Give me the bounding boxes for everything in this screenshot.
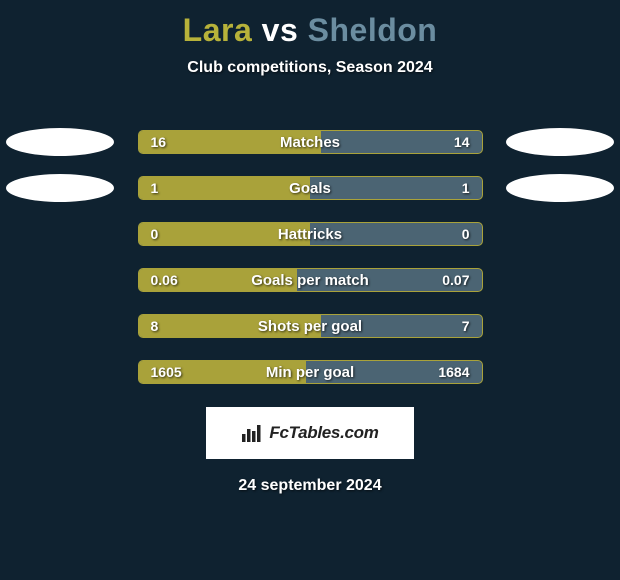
stat-row: 16Matches14 xyxy=(0,119,620,165)
stat-bar: 16Matches14 xyxy=(138,130,483,154)
stat-value-right: 1 xyxy=(462,177,470,199)
stat-bar: 1Goals1 xyxy=(138,176,483,200)
page-title: Lara vs Sheldon xyxy=(0,12,620,49)
stat-row: 1605Min per goal1684 xyxy=(0,349,620,395)
stat-bar-fill xyxy=(139,223,311,245)
stat-bar: 0.06Goals per match0.07 xyxy=(138,268,483,292)
date: 24 september 2024 xyxy=(0,477,620,495)
subtitle: Club competitions, Season 2024 xyxy=(0,59,620,77)
stat-rows: 16Matches14 1Goals1 0Hattricks0 0.06Goals p… xyxy=(0,119,620,395)
stat-bar: 1605Min per goal1684 xyxy=(138,360,483,384)
stat-value-right: 0.07 xyxy=(442,269,469,291)
player-marker-right xyxy=(506,128,614,156)
logo-text: FcTables.com xyxy=(269,423,378,443)
stat-row: 0Hattricks0 xyxy=(0,211,620,257)
stat-bar-fill xyxy=(139,315,322,337)
stat-row: 0.06Goals per match0.07 xyxy=(0,257,620,303)
stat-value-right: 1684 xyxy=(438,361,469,383)
title-left-player: Lara xyxy=(183,12,253,48)
stat-value-right: 0 xyxy=(462,223,470,245)
stat-bar-fill xyxy=(139,177,311,199)
stat-value-right: 7 xyxy=(462,315,470,337)
logo-box: FcTables.com xyxy=(206,407,414,459)
bar-chart-icon xyxy=(241,424,263,442)
player-marker-left xyxy=(6,174,114,202)
title-right-player: Sheldon xyxy=(308,12,438,48)
stat-bar-fill xyxy=(139,361,306,383)
comparison-card: Lara vs Sheldon Club competitions, Seaso… xyxy=(0,0,620,495)
stat-bar: 8Shots per goal7 xyxy=(138,314,483,338)
title-vs: vs xyxy=(262,12,299,48)
stat-bar-fill xyxy=(139,131,322,153)
stat-row: 1Goals1 xyxy=(0,165,620,211)
stat-value-right: 14 xyxy=(454,131,470,153)
stat-row: 8Shots per goal7 xyxy=(0,303,620,349)
stat-bar-fill xyxy=(139,269,297,291)
stat-bar: 0Hattricks0 xyxy=(138,222,483,246)
player-marker-left xyxy=(6,128,114,156)
player-marker-right xyxy=(506,174,614,202)
